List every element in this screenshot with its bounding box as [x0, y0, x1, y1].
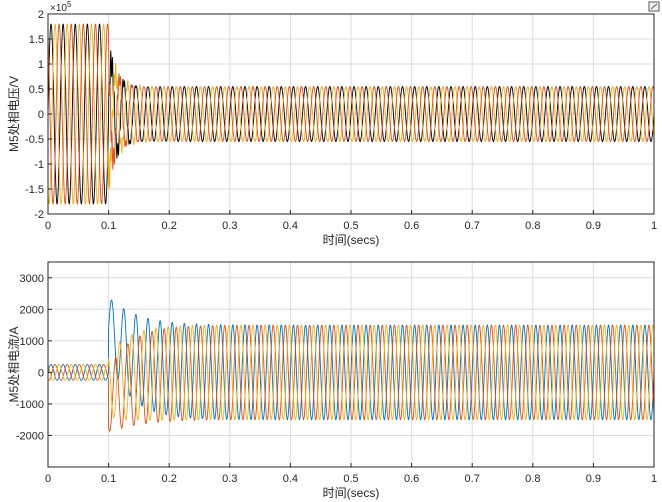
voltage-y-tick-label: -1 — [34, 159, 44, 171]
current-y-tick-label: -1000 — [16, 399, 44, 411]
current-x-tick-label: 0.8 — [525, 473, 540, 485]
voltage-y-tick-label: -2 — [34, 209, 44, 221]
current-x-tick-label: 0.5 — [343, 473, 358, 485]
voltage-y-exponent: ×105 — [50, 0, 72, 14]
voltage-x-ticks: 0 0.1 0.2 0.3 0.4 0.5 0.6 0.7 0.8 0.9 1 — [45, 210, 657, 232]
current-x-tick-label: 0.1 — [101, 473, 116, 485]
voltage-x-tick-label: 0.8 — [525, 220, 540, 232]
voltage-x-tick-label: 0 — [45, 220, 51, 232]
current-series-line-2 — [47, 324, 655, 432]
figure-toolbar-icon[interactable] — [648, 1, 660, 12]
voltage-x-axis-label: 时间(secs) — [323, 233, 380, 247]
current-y-tick-label: 2000 — [20, 304, 44, 316]
voltage-x-tick-label: 0.4 — [283, 220, 298, 232]
voltage-series-line-1 — [47, 23, 655, 205]
voltage-x-tick-label: 0.5 — [343, 220, 358, 232]
current-x-ticks: 0 0.1 0.2 0.3 0.4 0.5 0.6 0.7 0.8 0.9 1 — [45, 463, 657, 485]
current-x-tick-label: 0 — [45, 473, 51, 485]
current-x-axis-label: 时间(secs) — [323, 486, 380, 500]
voltage-y-tick-label: 1 — [38, 59, 44, 71]
voltage-x-tick-label: 0.6 — [404, 220, 419, 232]
voltage-y-axis-label: M5处相电压/V — [7, 76, 21, 152]
current-y-tick-label: 1000 — [20, 336, 44, 348]
current-series-group — [47, 299, 655, 432]
voltage-series-group — [47, 23, 655, 205]
voltage-series-line-3 — [47, 23, 655, 205]
voltage-series-line-2 — [47, 23, 655, 205]
current-series-line-1 — [47, 299, 655, 421]
voltage-x-tick-label: 0.7 — [465, 220, 480, 232]
current-y-axis-label: M5处相电流/A — [7, 326, 21, 402]
voltage-chart: 0 0.1 0.2 0.3 0.4 0.5 0.6 0.7 0.8 0.9 1 21.510.50-… — [7, 0, 657, 247]
current-y-tick-label: -2000 — [16, 430, 44, 442]
current-y-tick-label: 0 — [38, 367, 44, 379]
current-x-tick-label: 1 — [651, 473, 657, 485]
voltage-x-tick-label: 0.2 — [162, 220, 177, 232]
voltage-x-tick-label: 0.3 — [222, 220, 237, 232]
voltage-x-tick-label: 1 — [651, 220, 657, 232]
voltage-y-tick-label: 1.5 — [29, 34, 44, 46]
current-y-ticks: 3000 2000 1000 0 -1000 -2000 — [16, 273, 52, 442]
current-y-tick-label: 3000 — [20, 273, 44, 285]
current-x-tick-label: 0.3 — [222, 473, 237, 485]
voltage-y-tick-label: 2 — [38, 9, 44, 21]
current-x-tick-label: 0.9 — [586, 473, 601, 485]
voltage-x-tick-label: 0.9 — [586, 220, 601, 232]
voltage-y-tick-label: 0.5 — [29, 84, 44, 96]
voltage-y-tick-label: 0 — [38, 109, 44, 121]
current-x-tick-label: 0.6 — [404, 473, 419, 485]
current-chart: 0 0.1 0.2 0.3 0.4 0.5 0.6 0.7 0.8 0.9 1 3000 2000 10… — [7, 261, 657, 500]
voltage-x-tick-label: 0.1 — [101, 220, 116, 232]
voltage-y-tick-label: -1.5 — [25, 184, 44, 196]
current-series-line-3 — [47, 324, 655, 421]
voltage-y-tick-label: -0.5 — [25, 134, 44, 146]
current-x-tick-label: 0.7 — [465, 473, 480, 485]
voltage-y-ticks: 2 1.5 1 0.5 0 -0.5 -1 -1.5 -2 — [25, 9, 52, 221]
current-x-tick-label: 0.4 — [283, 473, 298, 485]
current-x-tick-label: 0.2 — [162, 473, 177, 485]
